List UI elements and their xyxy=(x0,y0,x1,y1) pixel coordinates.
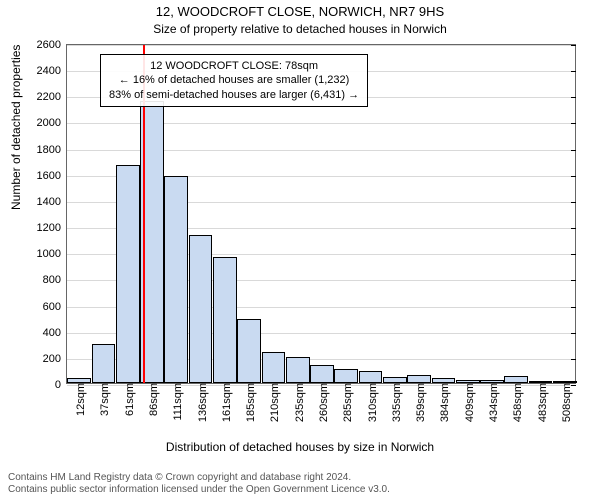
xtick-label: 508sqm xyxy=(561,383,573,422)
annotation-box: 12 WOODCROFT CLOSE: 78sqm ← 16% of detac… xyxy=(100,54,368,107)
histogram-bar xyxy=(504,376,528,383)
title-line2: Size of property relative to detached ho… xyxy=(0,22,600,36)
histogram-bar xyxy=(116,165,140,383)
histogram-bar xyxy=(286,357,310,383)
y-axis-label: Number of detached properties xyxy=(9,45,23,210)
xtick-label: 235sqm xyxy=(294,383,306,422)
title-line1: 12, WOODCROFT CLOSE, NORWICH, NR7 9HS xyxy=(0,4,600,19)
ytick-label: 600 xyxy=(43,301,67,313)
ytick-label: 2200 xyxy=(37,91,67,103)
histogram-bar xyxy=(237,319,261,383)
histogram-bar xyxy=(310,365,334,383)
annotation-line3: 83% of semi-detached houses are larger (… xyxy=(109,88,359,102)
ytick-label: 1400 xyxy=(37,196,67,208)
xtick-label: 12sqm xyxy=(75,383,87,416)
xtick-label: 483sqm xyxy=(537,383,549,422)
histogram-bar xyxy=(407,375,431,384)
xtick-label: 285sqm xyxy=(342,383,354,422)
histogram-bar xyxy=(359,371,383,383)
ytick-label: 2400 xyxy=(37,65,67,77)
xtick-label: 359sqm xyxy=(415,383,427,422)
xtick-label: 185sqm xyxy=(245,383,257,422)
xtick-label: 409sqm xyxy=(464,383,476,422)
ytick-label: 1200 xyxy=(37,222,67,234)
ytick-label: 2000 xyxy=(37,117,67,129)
xtick-label: 335sqm xyxy=(391,383,403,422)
footer-line1: Contains HM Land Registry data © Crown c… xyxy=(8,472,390,484)
chart-container: 12, WOODCROFT CLOSE, NORWICH, NR7 9HS Si… xyxy=(0,0,600,500)
ytick-label: 200 xyxy=(43,353,67,365)
histogram-bar xyxy=(92,344,116,383)
histogram-bar xyxy=(164,176,188,383)
footer: Contains HM Land Registry data © Crown c… xyxy=(8,472,390,496)
xtick-label: 384sqm xyxy=(439,383,451,422)
xtick-label: 61sqm xyxy=(124,383,136,416)
xtick-label: 210sqm xyxy=(269,383,281,422)
xtick-label: 37sqm xyxy=(99,383,111,416)
annotation-line2: ← 16% of detached houses are smaller (1,… xyxy=(109,73,359,87)
histogram-bar xyxy=(262,352,286,383)
ytick-label: 0 xyxy=(55,379,67,391)
xtick-label: 111sqm xyxy=(172,383,184,421)
ytick-label: 1000 xyxy=(37,248,67,260)
histogram-bar xyxy=(213,257,237,383)
ytick-label: 800 xyxy=(43,274,67,286)
footer-line2: Contains public sector information licen… xyxy=(8,484,390,496)
xtick-label: 136sqm xyxy=(197,383,209,422)
ytick-label: 1600 xyxy=(37,170,67,182)
xtick-label: 260sqm xyxy=(318,383,330,422)
annotation-line1: 12 WOODCROFT CLOSE: 78sqm xyxy=(109,59,359,73)
xtick-label: 161sqm xyxy=(221,383,233,422)
histogram-bar xyxy=(189,235,213,383)
xtick-label: 458sqm xyxy=(512,383,524,422)
xtick-label: 86sqm xyxy=(148,383,160,416)
x-axis-label: Distribution of detached houses by size … xyxy=(0,440,600,454)
xtick-label: 434sqm xyxy=(488,383,500,422)
xtick-label: 310sqm xyxy=(367,383,379,422)
ytick-label: 1800 xyxy=(37,144,67,156)
ytick-label: 2600 xyxy=(37,39,67,51)
histogram-bar xyxy=(334,369,358,383)
ytick-label: 400 xyxy=(43,327,67,339)
